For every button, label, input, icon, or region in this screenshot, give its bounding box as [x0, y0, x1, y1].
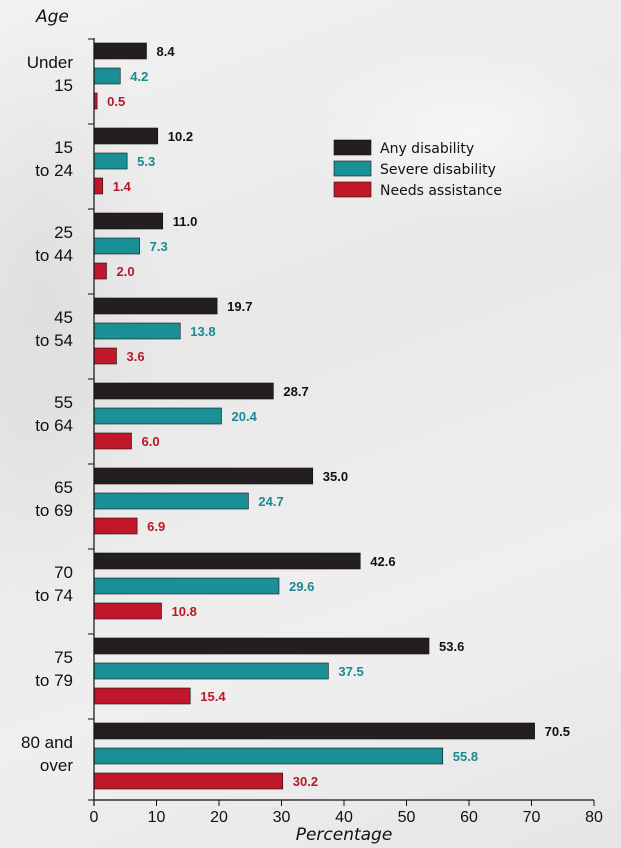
data-label: 37.5	[338, 664, 363, 679]
x-axis: 0 10 20 30 40 50 60 70 80	[88, 38, 603, 826]
category-labels: Under 15 15 to 24 25 to 44 45 to 54 55 to 64 65 to …	[21, 53, 73, 775]
bar	[93, 492, 249, 510]
category-label: 25	[54, 223, 73, 242]
category-label: 55	[54, 393, 73, 412]
legend-label: Severe disability	[380, 162, 496, 178]
category-label: to 54	[35, 331, 73, 350]
data-label: 10.8	[172, 604, 197, 619]
category-label: 65	[54, 478, 73, 497]
legend-swatch	[333, 139, 372, 156]
x-axis-title: Percentage	[296, 825, 393, 845]
bar	[93, 177, 104, 195]
bar	[93, 722, 535, 740]
category-label: 45	[54, 308, 73, 327]
data-label: 6.0	[142, 434, 160, 449]
bar	[93, 297, 218, 315]
x-tick-label: 20	[210, 809, 228, 826]
data-label: 42.6	[370, 554, 395, 569]
category-label: to 44	[35, 246, 73, 265]
data-label: 35.0	[323, 469, 348, 484]
bar	[93, 262, 107, 280]
data-label: 55.8	[453, 749, 478, 764]
category-label: 15	[54, 76, 73, 95]
data-label: 53.6	[439, 639, 464, 654]
category-label: Under	[27, 53, 74, 72]
x-tick-label: 30	[273, 809, 291, 826]
data-label: 0.5	[107, 94, 125, 109]
data-label: 10.2	[168, 129, 193, 144]
bar	[93, 322, 181, 340]
data-label: 7.3	[150, 239, 168, 254]
data-label: 11.0	[173, 214, 198, 229]
data-label: 8.4	[157, 44, 176, 59]
bar	[93, 552, 361, 570]
data-label: 24.7	[258, 494, 283, 509]
bar	[93, 602, 162, 620]
bar	[93, 467, 314, 485]
bar	[93, 347, 117, 365]
data-label: 19.7	[227, 299, 252, 314]
x-tick-label: 50	[398, 809, 416, 826]
legend-swatch	[333, 181, 372, 198]
x-tick-label: 0	[90, 809, 99, 826]
category-label: to 24	[35, 161, 73, 180]
bar	[93, 517, 138, 535]
data-label: 5.3	[137, 154, 155, 169]
category-label: to 79	[35, 671, 73, 690]
category-label: 75	[54, 648, 73, 667]
bar	[93, 237, 140, 255]
category-label: 15	[54, 138, 73, 157]
x-tick-label: 80	[585, 809, 603, 826]
category-label: to 69	[35, 501, 73, 520]
data-label: 3.6	[127, 349, 145, 364]
data-label: 2.0	[117, 264, 135, 279]
bar	[93, 152, 128, 170]
data-label: 70.5	[545, 724, 570, 739]
category-label: 80 and	[21, 733, 73, 752]
data-label: 6.9	[147, 519, 165, 534]
data-label: 4.2	[130, 69, 148, 84]
bar	[93, 662, 329, 680]
category-label: to 74	[35, 586, 73, 605]
bar	[93, 382, 274, 400]
x-tick-label: 70	[523, 809, 541, 826]
y-axis-title: Age	[35, 7, 69, 27]
data-label: 13.8	[190, 324, 215, 339]
bar	[93, 67, 121, 85]
bar	[93, 772, 284, 790]
data-label: 20.4	[232, 409, 258, 424]
bar	[93, 212, 164, 230]
data-label: 28.7	[283, 384, 308, 399]
bar	[93, 42, 147, 60]
legend: Any disability Severe disability Needs ass…	[333, 139, 502, 199]
x-tick-label: 60	[460, 809, 478, 826]
category-label: 70	[54, 563, 73, 582]
x-tick-label: 10	[148, 809, 166, 826]
bar	[93, 637, 430, 655]
data-label: 29.6	[289, 579, 314, 594]
category-label: to 64	[35, 416, 73, 435]
bar	[93, 127, 159, 145]
legend-swatch	[333, 160, 372, 177]
bar	[93, 432, 132, 450]
legend-label: Any disability	[380, 141, 474, 157]
bar	[93, 407, 222, 425]
data-label: 30.2	[293, 774, 318, 789]
legend-label: Needs assistance	[380, 183, 502, 199]
data-label: 15.4	[200, 689, 226, 704]
category-label: over	[40, 756, 73, 775]
bar	[93, 687, 191, 705]
data-label: 1.4	[113, 179, 132, 194]
bars-group: 8.4 4.2 0.5 10.2 5.3 1.4 11.0 7.3 2.0 19.7 13.8 3.6…	[93, 42, 570, 790]
x-tick-label: 40	[335, 809, 353, 826]
bar	[93, 577, 280, 595]
bar	[93, 747, 444, 765]
